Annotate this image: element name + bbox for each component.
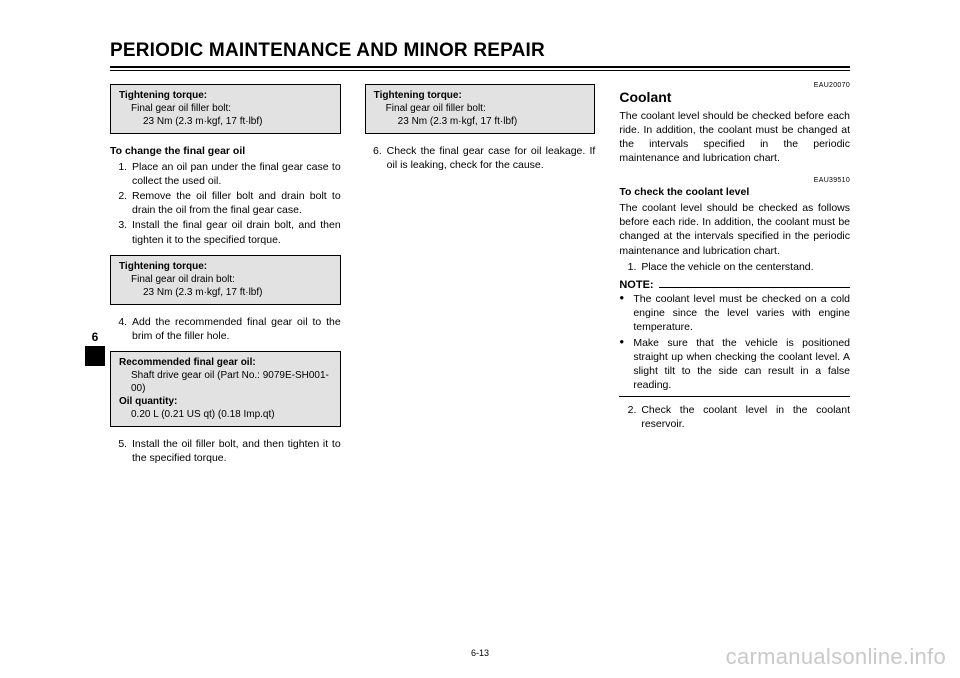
step: Install the final gear oil drain bolt, a… bbox=[130, 218, 341, 246]
specbox-torque-filler-2: Tightening torque: Final gear oil filler… bbox=[365, 84, 596, 134]
note-label: NOTE: bbox=[619, 279, 653, 291]
ref-code: EAU39510 bbox=[619, 176, 850, 185]
note-heading: NOTE: bbox=[619, 278, 850, 290]
chapter-marker bbox=[85, 346, 105, 366]
step: Place the vehicle on the centerstand. bbox=[639, 260, 850, 274]
paragraph: The coolant level should be checked befo… bbox=[619, 109, 850, 166]
steps-list-5: Place the vehicle on the centerstand. bbox=[619, 260, 850, 274]
specbox-torque-filler-1: Tightening torque: Final gear oil filler… bbox=[110, 84, 341, 134]
subheading-check-level: To check the coolant level bbox=[619, 185, 850, 199]
step: Install the oil filler bolt, and then ti… bbox=[130, 437, 341, 465]
paragraph: The coolant level should be checked as f… bbox=[619, 201, 850, 258]
spec-line: Shaft drive gear oil (Part No.: 9079E-SH… bbox=[119, 369, 332, 395]
spec-line: 0.20 L (0.21 US qt) (0.18 Imp.qt) bbox=[119, 408, 332, 421]
rule-thick bbox=[110, 66, 850, 68]
spec-value: 23 Nm (2.3 m·kgf, 17 ft·lbf) bbox=[119, 286, 332, 299]
spec-title: Tightening torque: bbox=[374, 89, 587, 102]
rule-thin bbox=[110, 70, 850, 71]
spec-title: Recommended final gear oil: bbox=[119, 356, 332, 369]
steps-list-1: Place an oil pan under the final gear ca… bbox=[110, 160, 341, 247]
chapter-tab: 6 bbox=[85, 330, 105, 366]
specbox-recommended-oil: Recommended final gear oil: Shaft drive … bbox=[110, 351, 341, 427]
subheading-change-oil: To change the final gear oil bbox=[110, 144, 341, 158]
spec-title: Tightening torque: bbox=[119, 260, 332, 273]
column-2: Tightening torque: Final gear oil filler… bbox=[365, 81, 596, 474]
page: PERIODIC MAINTENANCE AND MINOR REPAIR Ti… bbox=[0, 0, 960, 678]
steps-list-3: Install the oil filler bolt, and then ti… bbox=[110, 437, 341, 465]
step: Place an oil pan under the final gear ca… bbox=[130, 160, 341, 188]
column-1: Tightening torque: Final gear oil filler… bbox=[110, 81, 341, 474]
spec-value: 23 Nm (2.3 m·kgf, 17 ft·lbf) bbox=[374, 115, 587, 128]
bullet: The coolant level must be checked on a c… bbox=[633, 292, 850, 335]
note-rule bbox=[659, 287, 850, 288]
spec-line: Final gear oil filler bolt: bbox=[374, 102, 587, 115]
step: Add the recommended final gear oil to th… bbox=[130, 315, 341, 343]
spec-line: Final gear oil drain bolt: bbox=[119, 273, 332, 286]
spec-line: Final gear oil filler bolt: bbox=[119, 102, 332, 115]
spec-value: 23 Nm (2.3 m·kgf, 17 ft·lbf) bbox=[119, 115, 332, 128]
section-title-coolant: Coolant bbox=[619, 88, 850, 107]
bullet: Make sure that the vehicle is positioned… bbox=[633, 336, 850, 393]
spec-title: Oil quantity: bbox=[119, 395, 332, 408]
step: Check the final gear case for oil leakag… bbox=[385, 144, 596, 172]
specbox-torque-drain: Tightening torque: Final gear oil drain … bbox=[110, 255, 341, 305]
page-number: 6-13 bbox=[0, 648, 960, 658]
steps-list-4: Check the final gear case for oil leakag… bbox=[365, 144, 596, 172]
step: Check the coolant level in the coolant r… bbox=[639, 403, 850, 431]
chapter-number: 6 bbox=[85, 330, 105, 346]
steps-list-2: Add the recommended final gear oil to th… bbox=[110, 315, 341, 343]
column-3: EAU20070 Coolant The coolant level shoul… bbox=[619, 81, 850, 474]
spec-title: Tightening torque: bbox=[119, 89, 332, 102]
step: Remove the oil filler bolt and drain bol… bbox=[130, 189, 341, 217]
steps-list-6: Check the coolant level in the coolant r… bbox=[619, 403, 850, 431]
note-bullets: The coolant level must be checked on a c… bbox=[619, 292, 850, 392]
separator-rule bbox=[619, 396, 850, 397]
page-title: PERIODIC MAINTENANCE AND MINOR REPAIR bbox=[110, 40, 850, 65]
columns: Tightening torque: Final gear oil filler… bbox=[110, 81, 850, 474]
